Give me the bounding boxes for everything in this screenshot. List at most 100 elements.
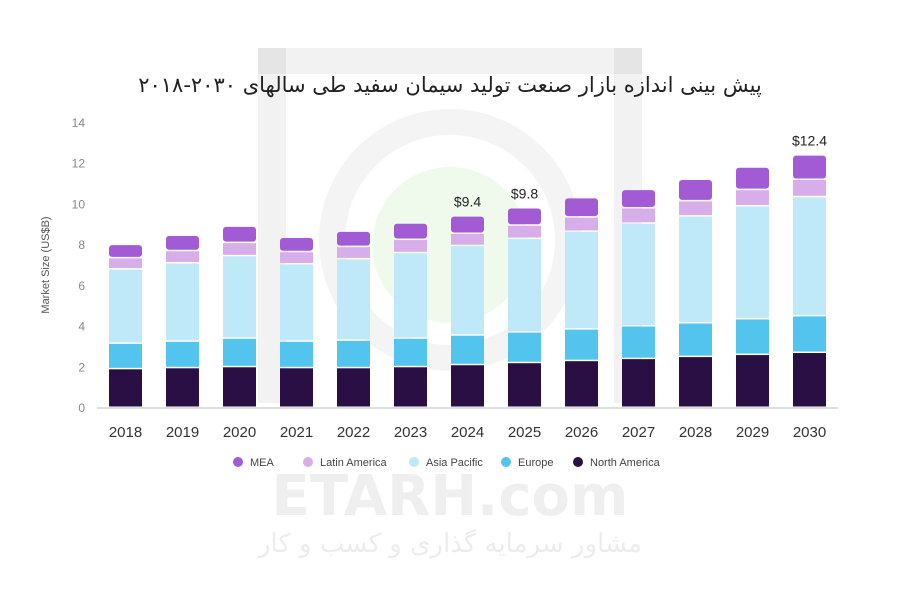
bars: [109, 155, 826, 407]
bar-segment-europe-2022: [337, 340, 370, 367]
bar-segment-europe-2023: [394, 338, 427, 366]
bar-segment-asia-pacific-2021: [280, 264, 313, 341]
legend-swatch-north-america: [573, 457, 583, 467]
bar-segment-latin-america-2024: [451, 233, 484, 245]
bar-segment-mea-2030: [793, 155, 826, 179]
bar-segment-mea-2024: [451, 216, 484, 233]
bar-segment-asia-pacific-2025: [508, 239, 541, 332]
bar-segment-mea-2020: [223, 226, 256, 242]
bar-segment-north-america-2027: [622, 359, 655, 407]
bar-segment-europe-2021: [280, 341, 313, 367]
bar-segment-latin-america-2019: [166, 251, 199, 262]
bar-segment-europe-2029: [736, 319, 769, 354]
bar-segment-north-america-2024: [451, 365, 484, 407]
bar-segment-latin-america-2028: [679, 201, 712, 216]
x-tick-label-2018: 2018: [109, 424, 142, 441]
bar-segment-mea-2021: [280, 238, 313, 251]
bar-segment-north-america-2030: [793, 353, 826, 407]
x-tick-label-2021: 2021: [280, 424, 313, 441]
x-tick-label-2028: 2028: [679, 424, 712, 441]
bar-segment-north-america-2026: [565, 361, 598, 407]
y-tick-label: 4: [78, 320, 85, 334]
bar-segment-north-america-2019: [166, 368, 199, 407]
x-tick-label-2019: 2019: [166, 424, 199, 441]
legend-swatch-latin-america: [303, 457, 313, 467]
y-tick-label: 12: [72, 157, 86, 171]
bar-segment-asia-pacific-2028: [679, 216, 712, 323]
data-label-2030: $12.4: [792, 133, 827, 149]
bar-segment-north-america-2018: [109, 369, 142, 407]
bar-segment-north-america-2022: [337, 368, 370, 407]
bar-segment-mea-2025: [508, 208, 541, 225]
bar-segment-asia-pacific-2023: [394, 253, 427, 338]
legend-label-asia-pacific: Asia Pacific: [426, 457, 483, 469]
bar-segment-north-america-2028: [679, 357, 712, 407]
bar-segment-north-america-2020: [223, 367, 256, 407]
bar-segment-asia-pacific-2026: [565, 231, 598, 329]
bar-segment-north-america-2021: [280, 368, 313, 407]
watermark-frame-top: [258, 48, 642, 74]
data-label-2025: $9.8: [511, 186, 538, 202]
bar-segment-latin-america-2025: [508, 225, 541, 238]
bar-segment-asia-pacific-2027: [622, 223, 655, 326]
x-axis: 2018 2019 2020 2021 2022 2023 2024 2025 2026 2027…: [109, 424, 826, 441]
legend-swatch-europe: [501, 457, 511, 467]
bar-segment-latin-america-2020: [223, 243, 256, 255]
x-tick-label-2025: 2025: [508, 424, 541, 441]
y-axis-label: Market Size (US$B): [40, 216, 52, 313]
x-tick-label-2026: 2026: [565, 424, 598, 441]
legend-label-latin-america: Latin America: [320, 457, 388, 469]
bar-segment-mea-2019: [166, 235, 199, 250]
bar-segment-europe-2027: [622, 326, 655, 358]
watermark-tagline: مشاور سرمایه گذاری و کسب و کار: [256, 528, 642, 559]
bar-segment-latin-america-2030: [793, 180, 826, 196]
bar-segment-mea-2022: [337, 231, 370, 246]
legend-swatch-mea: [233, 457, 243, 467]
bar-segment-mea-2018: [109, 245, 142, 257]
bar-segment-mea-2023: [394, 223, 427, 239]
bar-segment-europe-2018: [109, 343, 142, 368]
watermark: ETARH.com مشاور سرمایه گذاری و کسب و کار: [256, 48, 642, 559]
bar-segment-asia-pacific-2029: [736, 206, 769, 318]
y-tick-label: 0: [78, 401, 85, 415]
data-label-2024: $9.4: [454, 194, 481, 210]
bar-segment-europe-2024: [451, 335, 484, 364]
chart-title: پیش بینی اندازه بازار صنعت تولید سیمان س…: [138, 73, 762, 97]
bar-segment-latin-america-2022: [337, 247, 370, 258]
bar-segment-latin-america-2029: [736, 190, 769, 205]
bar-segment-latin-america-2026: [565, 217, 598, 231]
bar-segment-europe-2030: [793, 316, 826, 352]
bar-segment-asia-pacific-2019: [166, 263, 199, 341]
bar-segment-north-america-2023: [394, 367, 427, 407]
bar-segment-asia-pacific-2030: [793, 197, 826, 315]
watermark-brand: ETARH.com: [272, 464, 629, 529]
bar-segment-latin-america-2018: [109, 258, 142, 269]
x-tick-label-2023: 2023: [394, 424, 427, 441]
bar-segment-europe-2025: [508, 332, 541, 362]
y-tick-label: 6: [78, 279, 85, 293]
bar-segment-mea-2028: [679, 180, 712, 200]
bar-segment-asia-pacific-2022: [337, 259, 370, 340]
y-tick-label: 10: [72, 197, 86, 211]
x-tick-label-2022: 2022: [337, 424, 370, 441]
legend-label-europe: Europe: [518, 457, 553, 469]
x-tick-label-2029: 2029: [736, 424, 769, 441]
legend-swatch-asia-pacific: [409, 457, 419, 467]
legend-label-mea: MEA: [250, 457, 275, 469]
y-tick-label: 14: [72, 116, 86, 130]
bar-segment-mea-2029: [736, 167, 769, 189]
y-tick-label: 2: [78, 360, 85, 374]
x-tick-label-2020: 2020: [223, 424, 256, 441]
bar-segment-north-america-2029: [736, 355, 769, 407]
bar-segment-europe-2020: [223, 338, 256, 366]
data-labels: $9.4 $9.8 $12.4: [454, 133, 827, 210]
x-tick-label-2027: 2027: [622, 424, 655, 441]
bar-segment-asia-pacific-2020: [223, 256, 256, 338]
y-tick-label: 8: [78, 238, 85, 252]
legend: MEA Latin America Asia Pacific Europe North …: [233, 457, 661, 469]
bar-segment-latin-america-2023: [394, 240, 427, 252]
bar-segment-latin-america-2027: [622, 208, 655, 223]
x-tick-label-2024: 2024: [451, 424, 484, 441]
legend-label-north-america: North America: [590, 457, 661, 469]
